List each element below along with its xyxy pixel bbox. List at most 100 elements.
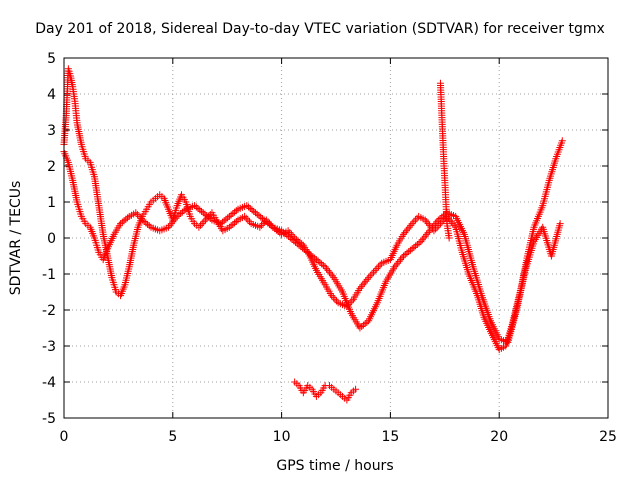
data-point-marker xyxy=(133,211,141,219)
data-point-marker xyxy=(220,217,228,225)
data-point-marker xyxy=(192,203,200,211)
data-point-marker xyxy=(352,385,360,393)
data-point-marker xyxy=(279,228,287,236)
data-point-marker xyxy=(255,212,263,220)
data-point-marker xyxy=(357,283,365,291)
x-tick-label: 5 xyxy=(168,429,177,445)
y-tick-label: -4 xyxy=(42,375,56,391)
data-point-marker xyxy=(406,246,414,254)
data-point-marker xyxy=(436,215,444,223)
data-point-marker xyxy=(333,297,341,305)
data-point-marker xyxy=(124,214,132,222)
y-tick-label: -1 xyxy=(42,267,56,283)
data-point-marker xyxy=(225,223,233,231)
y-tick-label: -2 xyxy=(42,303,56,319)
data-point-marker xyxy=(407,221,415,229)
data-point-marker xyxy=(246,218,254,226)
data-point-marker xyxy=(421,216,429,224)
data-point-marker xyxy=(434,216,442,224)
data-point-marker xyxy=(412,242,420,250)
data-point-marker xyxy=(418,236,426,244)
data-point-marker xyxy=(232,217,240,225)
data-point-marker xyxy=(175,211,183,219)
data-point-marker xyxy=(283,231,291,239)
data-point-marker xyxy=(405,223,413,231)
data-point-marker xyxy=(224,214,232,222)
y-tick-label: -5 xyxy=(42,411,56,427)
data-point-marker xyxy=(166,221,174,229)
data-point-marker xyxy=(331,295,339,303)
data-point-marker xyxy=(285,233,293,241)
data-point-marker xyxy=(120,217,128,225)
data-point-marker xyxy=(229,220,237,228)
data-point-marker xyxy=(420,234,428,242)
data-point-marker xyxy=(173,212,181,220)
data-point-marker xyxy=(278,227,286,235)
data-point-marker xyxy=(403,249,411,257)
data-point-marker xyxy=(424,229,432,237)
data-point-marker xyxy=(246,204,254,212)
data-point-marker xyxy=(195,223,203,231)
data-point-marker xyxy=(450,221,458,229)
x-axis-tick-labels: 0 5 10 15 20 25 xyxy=(60,429,617,445)
y-tick-label: 1 xyxy=(47,195,56,211)
data-point-marker xyxy=(225,212,233,220)
data-point-marker xyxy=(374,263,382,271)
data-point-marker xyxy=(305,250,313,258)
data-marks xyxy=(60,65,566,404)
y-tick-label: 0 xyxy=(47,231,56,247)
data-point-marker xyxy=(122,215,130,223)
data-point-marker xyxy=(558,137,566,145)
plot-frame xyxy=(63,57,609,419)
data-point-marker xyxy=(307,251,315,259)
data-point-marker xyxy=(366,272,374,280)
data-point-marker xyxy=(300,246,308,254)
data-point-marker xyxy=(325,268,333,276)
data-point-marker xyxy=(288,235,296,243)
data-point-marker xyxy=(257,221,265,229)
x-tick-label: 25 xyxy=(599,429,617,445)
data-point-marker xyxy=(394,259,402,267)
data-point-marker xyxy=(290,237,298,245)
data-point-marker xyxy=(327,270,335,278)
x-tick-label: 0 xyxy=(60,429,69,445)
data-point-marker xyxy=(262,217,270,225)
data-point-marker xyxy=(167,220,175,228)
data-point-marker xyxy=(430,221,438,229)
data-point-marker xyxy=(267,222,275,230)
data-point-marker xyxy=(180,207,188,215)
data-point-marker xyxy=(324,266,332,274)
data-point-marker xyxy=(257,213,265,221)
data-point-marker xyxy=(399,252,407,260)
data-point-marker xyxy=(401,229,409,237)
data-point-marker xyxy=(424,220,432,228)
data-point-marker xyxy=(177,210,185,218)
data-point-marker xyxy=(142,219,150,227)
data-point-marker xyxy=(431,220,439,228)
data-point-marker xyxy=(311,254,319,262)
chart-title: Day 201 of 2018, Sidereal Day-to-day VTE… xyxy=(35,21,605,37)
data-point-marker xyxy=(260,216,268,224)
y-axis-tick-labels: -5 -4 -3 -2 -1 0 1 2 3 4 5 xyxy=(42,51,56,427)
data-point-marker xyxy=(556,220,564,228)
data-point-marker xyxy=(206,215,214,223)
data-point-marker xyxy=(199,209,207,217)
data-point-marker xyxy=(250,207,258,215)
data-point-marker xyxy=(217,220,225,228)
data-point-marker xyxy=(423,230,431,238)
y-tick-label: 5 xyxy=(47,51,56,67)
data-point-marker xyxy=(445,234,453,242)
data-point-marker xyxy=(144,220,152,228)
data-point-marker xyxy=(439,212,447,220)
data-point-marker xyxy=(368,270,376,278)
data-point-marker xyxy=(286,234,294,242)
data-point-marker xyxy=(295,241,303,249)
data-point-marker xyxy=(413,240,421,248)
data-point-marker xyxy=(201,210,209,218)
data-point-marker xyxy=(218,218,226,226)
data-point-marker xyxy=(302,247,310,255)
data-point-marker xyxy=(365,274,373,282)
data-point-marker xyxy=(371,266,379,274)
data-point-marker xyxy=(328,292,336,300)
